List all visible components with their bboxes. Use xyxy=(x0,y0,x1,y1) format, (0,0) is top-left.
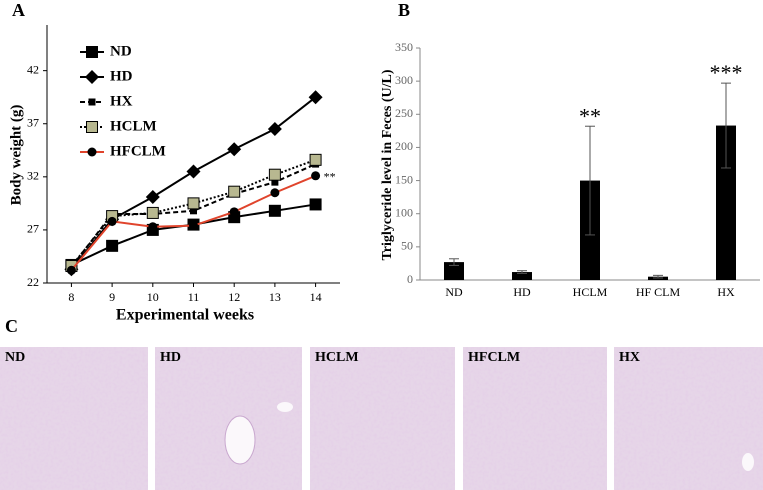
marker xyxy=(270,188,280,198)
y-tick-label: 0 xyxy=(407,272,413,286)
x-tick-label: 14 xyxy=(310,290,322,304)
legend-marker xyxy=(85,70,99,84)
legend-marker xyxy=(87,147,97,157)
legend-label: HCLM xyxy=(110,118,157,134)
marker xyxy=(227,142,242,157)
histology-texture xyxy=(155,347,302,490)
marker xyxy=(190,207,197,215)
marker xyxy=(66,265,76,275)
marker xyxy=(145,190,160,204)
panel-label: C xyxy=(5,316,18,336)
legend-label: HFCLM xyxy=(110,143,166,159)
significance: ** xyxy=(324,170,336,184)
marker xyxy=(107,216,117,226)
legend-label: HD xyxy=(110,68,133,84)
histology-label: HFCLM xyxy=(468,350,520,365)
panel-label: A xyxy=(12,0,25,20)
y-tick-label: 22 xyxy=(27,275,39,289)
marker xyxy=(106,239,119,252)
x-tick-label: HF CLM xyxy=(636,285,681,299)
marker xyxy=(148,222,158,232)
legend-label: HX xyxy=(110,93,133,109)
y-tick-label: 250 xyxy=(395,106,413,120)
vessel xyxy=(742,453,754,471)
x-tick-label: HX xyxy=(717,285,735,299)
y-tick-label: 37 xyxy=(27,115,39,129)
histology-label: HX xyxy=(619,350,640,365)
legend-marker xyxy=(88,98,96,106)
y-tick-label: 27 xyxy=(27,222,39,236)
legend-label: ND xyxy=(110,43,132,59)
marker xyxy=(187,197,200,210)
x-tick-label: 13 xyxy=(269,290,281,304)
marker xyxy=(311,171,321,181)
histology-label: ND xyxy=(5,350,25,365)
y-tick-label: 350 xyxy=(395,40,413,54)
histology-texture xyxy=(310,347,455,490)
y-tick-label: 42 xyxy=(27,62,39,76)
marker xyxy=(189,221,198,231)
marker xyxy=(267,122,282,137)
x-tick-label: HD xyxy=(513,285,531,299)
marker xyxy=(309,198,322,211)
y-tick-label: 300 xyxy=(395,73,413,87)
bar xyxy=(512,272,532,280)
significance: ** xyxy=(579,103,601,128)
marker xyxy=(309,153,322,166)
marker xyxy=(268,204,281,217)
y-tick-label: 200 xyxy=(395,139,413,153)
x-tick-label: 9 xyxy=(109,290,115,304)
y-tick-label: 32 xyxy=(27,169,39,183)
y-tick-label: 150 xyxy=(395,172,413,186)
x-tick-label: 8 xyxy=(68,290,74,304)
marker xyxy=(229,207,239,217)
legend-marker xyxy=(86,121,98,133)
x-tick-label: HCLM xyxy=(573,285,608,299)
x-tick-label: 11 xyxy=(188,290,200,304)
histology-texture xyxy=(0,347,148,490)
significance: *** xyxy=(710,60,743,85)
marker xyxy=(268,168,281,181)
marker xyxy=(146,206,159,219)
marker xyxy=(186,164,201,179)
legend-marker xyxy=(86,46,98,58)
vessel xyxy=(277,402,293,412)
y-axis-label: Triglyceride level in Feces (U/L) xyxy=(380,69,395,260)
x-axis-label: Experimental weeks xyxy=(116,307,254,324)
y-axis-label: Body weight (g) xyxy=(8,105,24,206)
bar xyxy=(716,125,736,280)
y-tick-label: 100 xyxy=(395,205,413,219)
marker xyxy=(271,178,279,186)
histology-panels: ND HD HCLM HFCLM HX xyxy=(0,347,763,490)
y-tick-label: 50 xyxy=(401,239,413,253)
histology-texture xyxy=(614,347,763,490)
vessel xyxy=(224,415,256,465)
histology-texture xyxy=(463,347,607,490)
marker xyxy=(228,185,241,198)
panel-label: B xyxy=(398,0,410,20)
bar xyxy=(444,262,464,280)
x-tick-label: 12 xyxy=(228,290,240,304)
histology-label: HCLM xyxy=(315,350,359,365)
marker xyxy=(308,90,323,105)
x-tick-label: ND xyxy=(445,285,463,299)
histology-label: HD xyxy=(160,350,181,365)
x-tick-label: 10 xyxy=(147,290,159,304)
